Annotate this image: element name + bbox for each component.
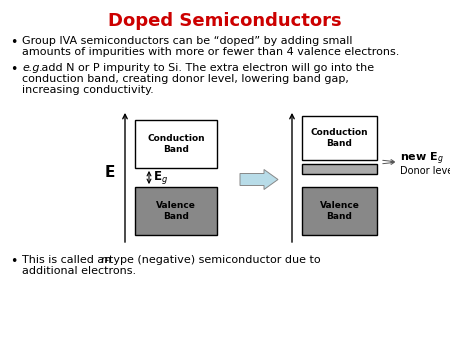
Text: Valence
Band: Valence Band (320, 201, 360, 221)
Text: Valence
Band: Valence Band (156, 201, 196, 221)
Text: Group IVA semiconductors can be “doped” by adding small: Group IVA semiconductors can be “doped” … (22, 36, 352, 46)
Text: Donor level: Donor level (400, 166, 450, 176)
Bar (302, 116, 377, 160)
Text: additional electrons.: additional electrons. (22, 266, 136, 276)
Text: increasing conductivity.: increasing conductivity. (22, 85, 154, 95)
Bar (302, 164, 377, 174)
Text: Doped Semiconductors: Doped Semiconductors (108, 12, 342, 30)
Bar (302, 187, 377, 235)
Text: e.g.: e.g. (22, 63, 43, 73)
Text: n: n (100, 255, 107, 265)
Text: E$_g$: E$_g$ (153, 169, 168, 186)
Text: -type (negative) semiconductor due to: -type (negative) semiconductor due to (105, 255, 320, 265)
Text: E: E (105, 165, 115, 180)
Text: amounts of impurities with more or fewer than 4 valence electrons.: amounts of impurities with more or fewer… (22, 47, 400, 57)
Bar (135, 187, 217, 235)
Text: new E$_g$: new E$_g$ (400, 151, 444, 167)
Text: Conduction
Band: Conduction Band (147, 134, 205, 154)
Text: •: • (10, 63, 18, 76)
Text: add N or P impurity to Si. The extra electron will go into the: add N or P impurity to Si. The extra ele… (38, 63, 374, 73)
Text: •: • (10, 255, 18, 268)
Text: conduction band, creating donor level, lowering band gap,: conduction band, creating donor level, l… (22, 74, 349, 84)
Text: This is called an: This is called an (22, 255, 115, 265)
Text: •: • (10, 36, 18, 49)
Bar (135, 120, 217, 168)
FancyArrow shape (240, 169, 278, 190)
Text: Conduction
Band: Conduction Band (310, 128, 368, 148)
